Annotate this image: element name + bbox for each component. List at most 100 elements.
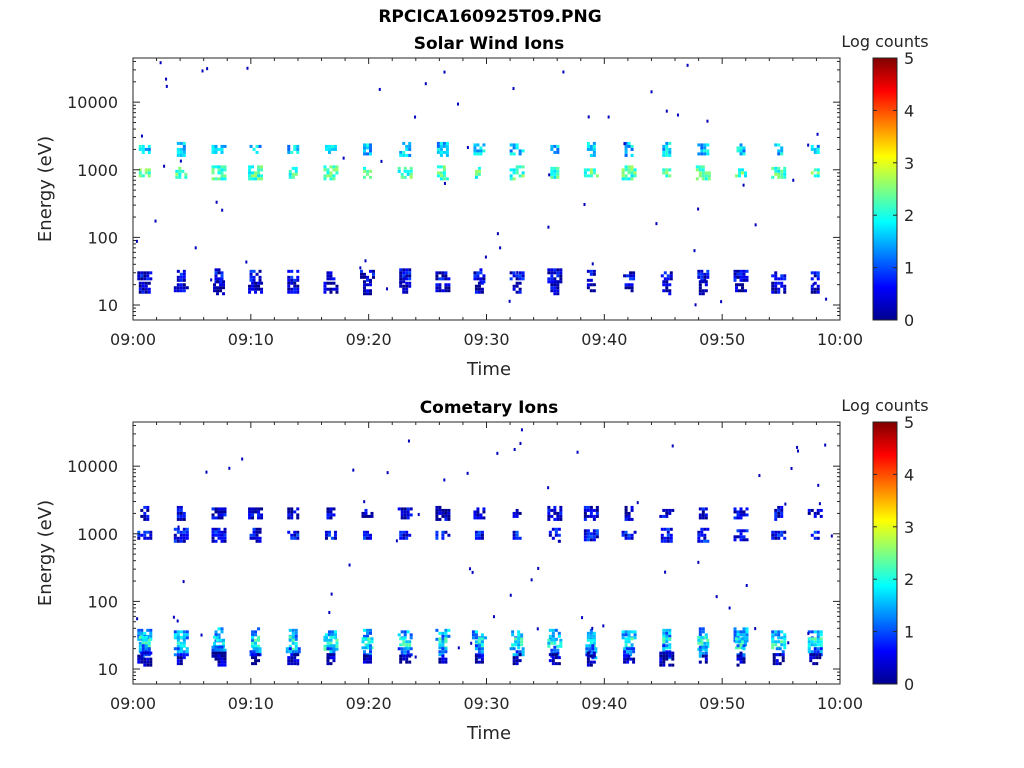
spectrogram-cell bbox=[553, 289, 557, 293]
spectrogram-cell bbox=[813, 536, 817, 540]
spectrogram-cell bbox=[548, 533, 552, 537]
spectrogram-cell bbox=[149, 277, 153, 281]
spectrogram-cell bbox=[176, 641, 180, 645]
spectrogram-cell bbox=[141, 284, 145, 288]
spectrogram-cell bbox=[511, 633, 515, 637]
spectrogram-cell bbox=[742, 653, 746, 657]
spectrogram-cell bbox=[512, 533, 516, 537]
spectrogram-cell bbox=[509, 177, 513, 181]
spectrogram-cell bbox=[518, 287, 522, 291]
spectrogram-cell bbox=[251, 174, 255, 178]
spectrogram-cell bbox=[258, 539, 262, 543]
spectrogram-cell bbox=[257, 165, 261, 169]
spectrogram-cell bbox=[176, 147, 180, 151]
spectrogram-cell bbox=[219, 283, 223, 287]
spectrogram-cell bbox=[146, 536, 150, 540]
spectrogram-cell bbox=[365, 172, 369, 176]
spectrogram-cell bbox=[512, 152, 516, 156]
spectrogram-cell bbox=[287, 278, 291, 282]
spectrogram-cell bbox=[445, 177, 449, 181]
spectrogram-cell bbox=[260, 507, 264, 511]
spectrogram-cell bbox=[476, 516, 480, 520]
spectrogram-cell bbox=[221, 208, 224, 212]
spectrogram-cell bbox=[698, 645, 702, 649]
spectrogram-cell bbox=[662, 171, 666, 175]
spectrogram-cell bbox=[626, 660, 630, 664]
spectrogram-cell bbox=[509, 271, 513, 275]
spectrogram-cell bbox=[477, 656, 481, 660]
spectrogram-cell bbox=[774, 633, 778, 637]
spectrogram-cell bbox=[367, 514, 371, 518]
spectrogram-cell bbox=[482, 143, 486, 147]
spectrogram-cell bbox=[254, 630, 258, 634]
spectrogram-cell bbox=[774, 172, 778, 176]
spectrogram-cell bbox=[147, 290, 151, 294]
spectrogram-cell bbox=[589, 505, 593, 509]
spectrogram-cell bbox=[772, 653, 776, 657]
spectrogram-cell bbox=[296, 530, 300, 534]
spectrogram-cell bbox=[662, 289, 666, 293]
spectrogram-cell bbox=[556, 644, 560, 648]
spectrogram-cell bbox=[402, 280, 406, 284]
spectrogram-cell bbox=[589, 283, 593, 287]
spectrogram-cell bbox=[704, 648, 708, 652]
spectrogram-cell bbox=[662, 628, 666, 632]
spectrogram-cell bbox=[733, 627, 737, 631]
spectrogram-cell bbox=[140, 514, 144, 518]
spectrogram-cell bbox=[783, 646, 787, 650]
spectrogram-cell bbox=[816, 511, 820, 515]
spectrogram-cell bbox=[399, 530, 403, 534]
spectrogram-cell bbox=[623, 654, 627, 658]
spectrogram-cell bbox=[745, 529, 749, 533]
spectrogram-cell bbox=[777, 287, 781, 291]
spectrogram-cell bbox=[143, 274, 147, 278]
spectrogram-cell bbox=[772, 656, 776, 660]
spectrogram-cell bbox=[774, 643, 778, 647]
spectrogram-cell bbox=[521, 277, 525, 281]
spectrogram-cell bbox=[329, 177, 333, 181]
spectrogram-cell bbox=[359, 272, 363, 276]
spectrogram-cell bbox=[365, 146, 369, 150]
spectrogram-cell bbox=[668, 663, 672, 667]
spectrogram-cell bbox=[697, 143, 701, 147]
spectrogram-cell bbox=[367, 640, 371, 644]
spectrogram-cell bbox=[447, 277, 451, 281]
spectrogram-cell bbox=[589, 508, 593, 512]
spectrogram-cell bbox=[473, 152, 477, 156]
spectrogram-cell bbox=[777, 277, 781, 281]
spectrogram-cell bbox=[630, 630, 634, 634]
spectrogram-cell bbox=[736, 633, 740, 637]
spectrogram-cell bbox=[813, 511, 817, 515]
spectrogram-cell bbox=[474, 640, 478, 644]
spectrogram-cell bbox=[211, 530, 215, 534]
spectrogram-cell bbox=[294, 644, 298, 648]
spectrogram-cell bbox=[777, 630, 781, 634]
spectrogram-cell bbox=[185, 536, 189, 540]
spectrogram-cell bbox=[444, 274, 448, 278]
colorbar-tick-label: 4 bbox=[904, 465, 914, 484]
spectrogram-cell bbox=[810, 640, 814, 644]
spectrogram-cell bbox=[668, 511, 672, 515]
spectrogram-cell bbox=[557, 533, 561, 537]
spectrogram-cell bbox=[251, 513, 255, 517]
colorbar bbox=[872, 57, 898, 321]
spectrogram-cell bbox=[473, 143, 477, 147]
spectrogram-cell bbox=[220, 274, 224, 278]
spectrogram-cell bbox=[182, 153, 186, 157]
spectrogram-cell bbox=[586, 286, 590, 290]
spectrogram-cell bbox=[741, 286, 745, 290]
spectrogram-cell bbox=[326, 277, 330, 281]
spectrogram-cell bbox=[214, 277, 218, 281]
spectrogram-cell bbox=[329, 281, 333, 285]
spectrogram-cell bbox=[294, 647, 298, 651]
spectrogram-cell bbox=[587, 115, 590, 119]
spectrogram-cell bbox=[476, 507, 480, 511]
spectrogram-cell bbox=[586, 269, 590, 273]
spectrogram-cell bbox=[473, 513, 477, 517]
spectrogram-cell bbox=[521, 149, 525, 153]
spectrogram-cell bbox=[287, 656, 291, 660]
spectrogram-cell bbox=[178, 169, 182, 173]
spectrogram-cell bbox=[665, 153, 669, 157]
spectrogram-cell bbox=[439, 141, 443, 145]
spectrogram-cell bbox=[780, 643, 784, 647]
